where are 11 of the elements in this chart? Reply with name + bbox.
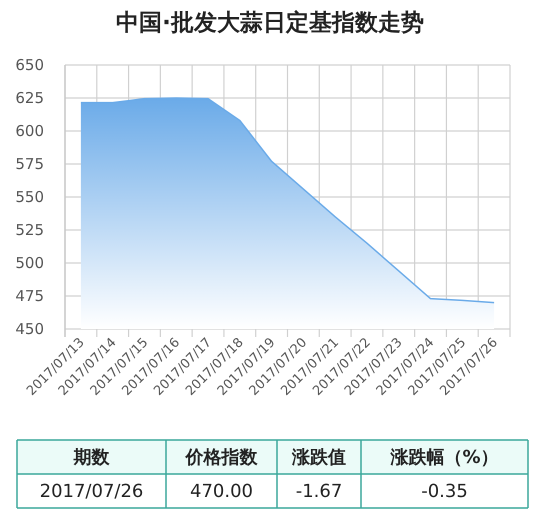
chart-title: 中国·批发大蒜日定基指数走势 [116,9,424,36]
y-tick-label: 550 [15,188,44,206]
y-tick-label: 500 [15,254,44,272]
y-tick-label: 600 [15,122,44,140]
y-tick-label: 625 [15,89,44,107]
y-tick-label: 525 [15,221,44,239]
y-tick-label: 575 [15,155,44,173]
table: 期数 价格指数 涨跌值 涨跌幅（%） 2017/07/26 470.00 -1.67 -0.35 [16,439,529,509]
y-tick-label: 475 [15,287,44,305]
y-tick-label: 650 [15,56,44,74]
y-tick-label: 450 [15,320,44,338]
